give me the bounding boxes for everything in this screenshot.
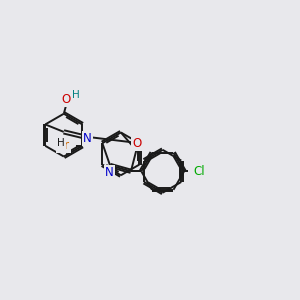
- Text: N: N: [83, 132, 92, 145]
- Text: H: H: [57, 138, 65, 148]
- Text: Cl: Cl: [194, 165, 206, 178]
- Text: H: H: [72, 90, 80, 100]
- Text: O: O: [132, 137, 142, 150]
- Text: N: N: [105, 166, 114, 178]
- Text: Br: Br: [57, 139, 70, 152]
- Text: O: O: [61, 93, 70, 106]
